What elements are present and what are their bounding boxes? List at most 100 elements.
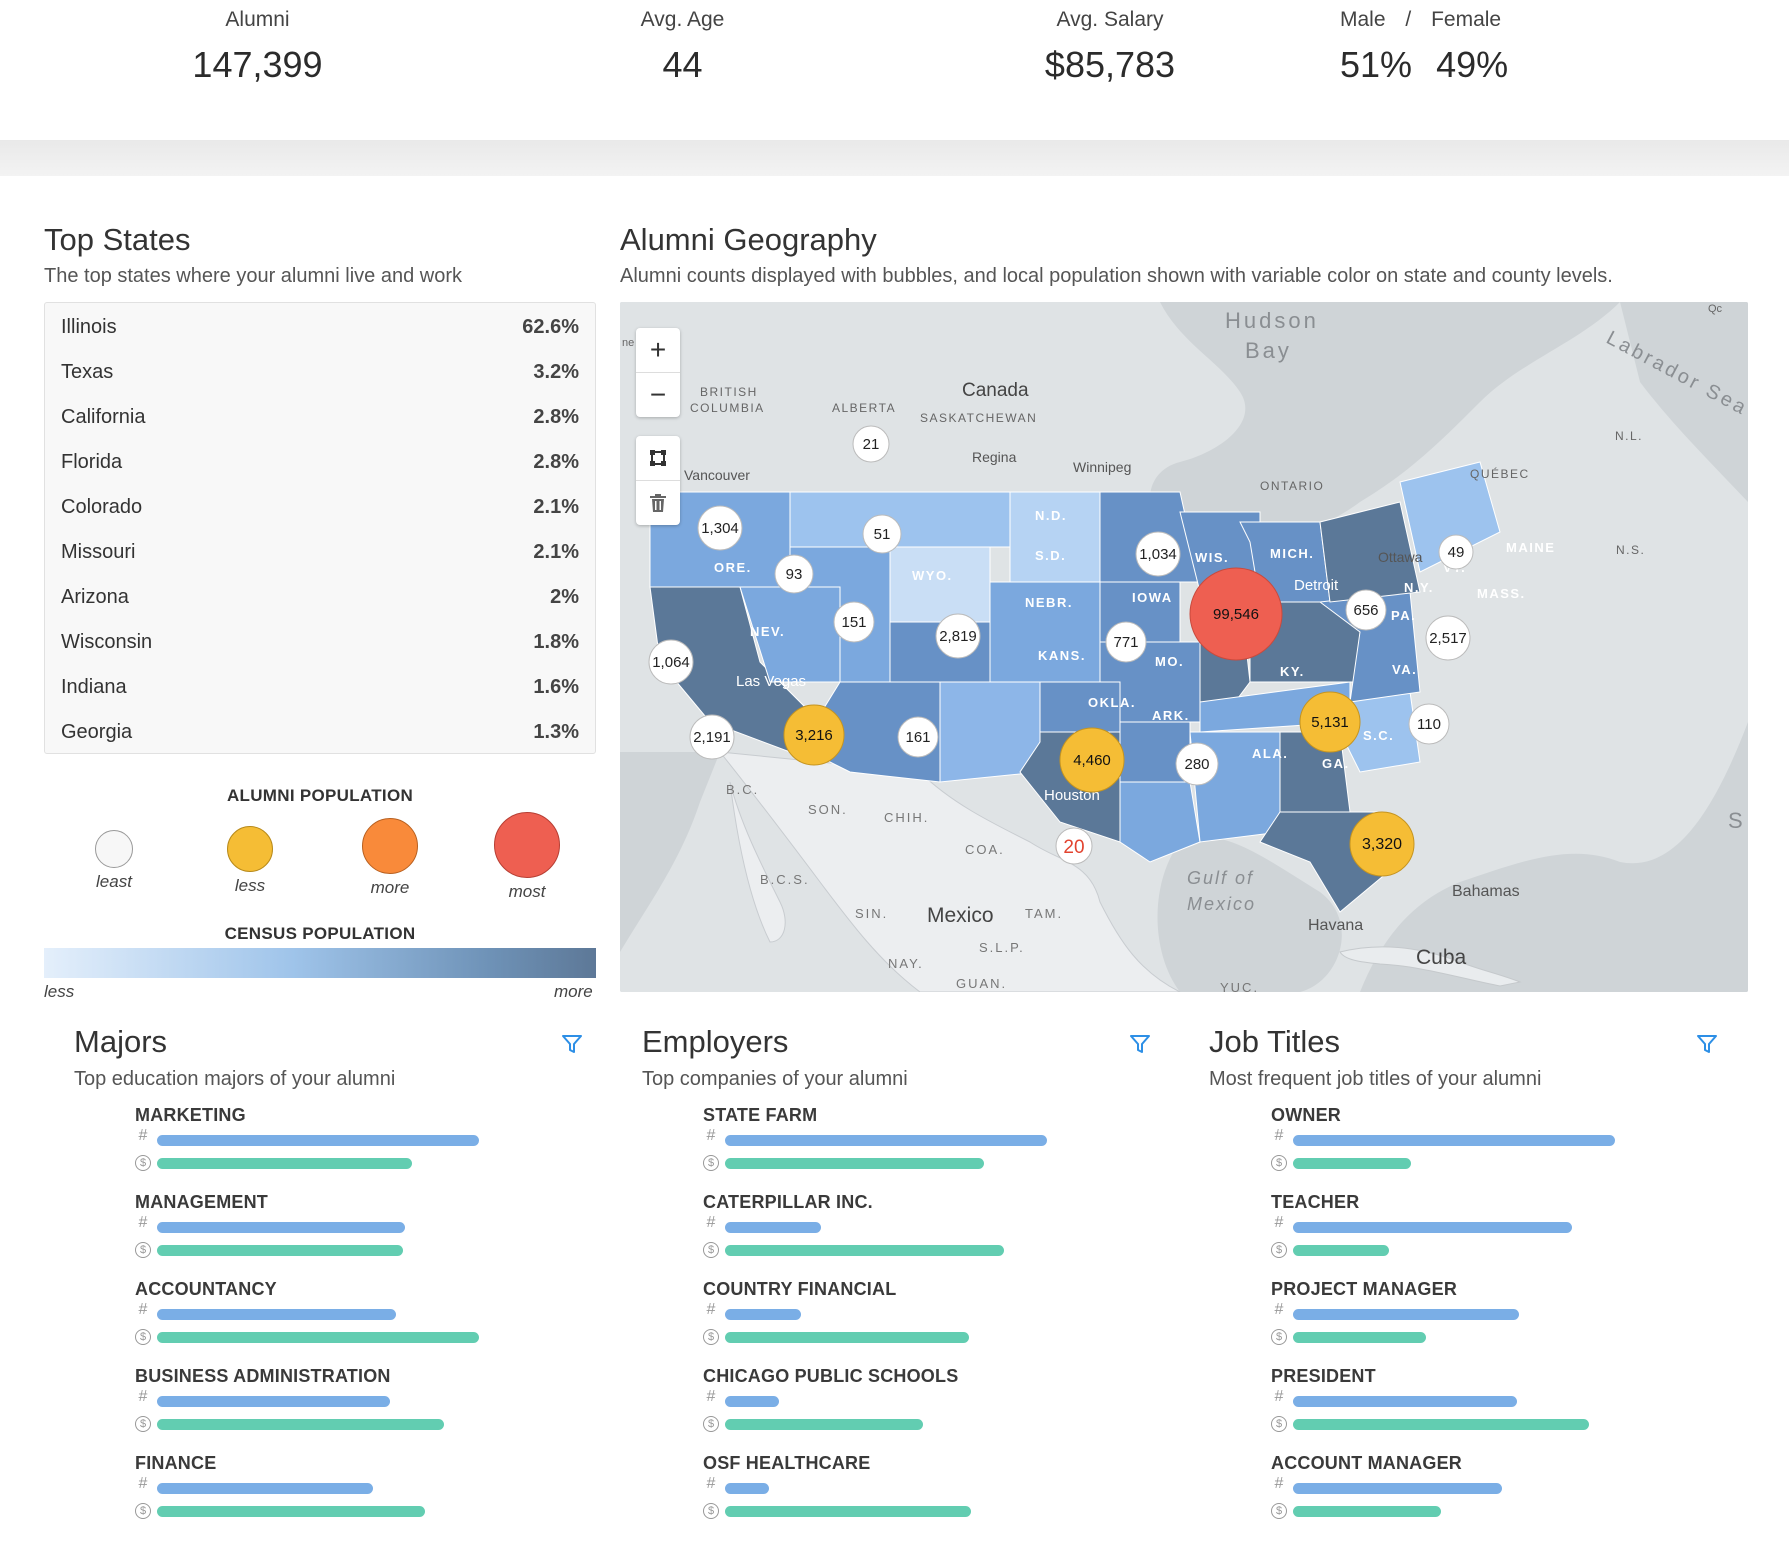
zoom-out-button[interactable]: − bbox=[636, 372, 680, 417]
state-row[interactable]: Arizona 2% bbox=[61, 575, 579, 620]
bar-item[interactable]: FINANCE # $ bbox=[135, 1453, 555, 1533]
stat-label: Avg. Salary bbox=[1056, 8, 1164, 31]
state-row[interactable]: Florida 2.8% bbox=[61, 440, 579, 485]
bubble[interactable]: 51 bbox=[862, 514, 902, 554]
legend-dot bbox=[362, 818, 418, 874]
bubble[interactable]: 2,819 bbox=[935, 613, 981, 659]
state-name: Indiana bbox=[61, 676, 127, 698]
stat-avg-age: Avg. Age 44 bbox=[610, 8, 755, 86]
bar-item[interactable]: CATERPILLAR INC. # $ bbox=[703, 1192, 1123, 1272]
draw-controls bbox=[636, 436, 680, 525]
state-row[interactable]: Illinois 62.6% bbox=[61, 305, 579, 350]
count-icon: # bbox=[1274, 1214, 1284, 1231]
map-label: N.S. bbox=[1616, 543, 1645, 557]
bar-item[interactable]: ACCOUNTANCY # $ bbox=[135, 1279, 555, 1359]
census-more-label: more bbox=[554, 982, 593, 1001]
draw-polygon-button[interactable] bbox=[636, 436, 680, 480]
salary-icon: $ bbox=[135, 1416, 151, 1432]
bar-item[interactable]: ACCOUNT MANAGER # $ bbox=[1271, 1453, 1691, 1533]
state-name: Colorado bbox=[61, 496, 143, 518]
zoom-in-button[interactable]: + bbox=[649, 334, 667, 365]
state-louisiana[interactable] bbox=[1119, 781, 1201, 863]
bar-item[interactable]: STATE FARM # $ bbox=[703, 1105, 1123, 1185]
bubble[interactable]: 2,517 bbox=[1425, 615, 1471, 661]
top-states-title: Top States bbox=[44, 222, 191, 257]
job-titles-filter-icon[interactable] bbox=[1695, 1032, 1719, 1056]
bubble[interactable]: 1,304 bbox=[697, 505, 743, 551]
state-row[interactable]: California 2.8% bbox=[61, 395, 579, 440]
bubble[interactable]: 93 bbox=[774, 554, 814, 594]
bubble[interactable]: 2,191 bbox=[689, 714, 735, 760]
map-label: Cuba bbox=[1416, 946, 1467, 969]
state-row[interactable]: Missouri 2.1% bbox=[61, 530, 579, 575]
state-name: Missouri bbox=[61, 541, 136, 563]
bubble[interactable]: 3,320 bbox=[1349, 811, 1415, 877]
state-name: Illinois bbox=[61, 316, 117, 338]
bar-item[interactable]: COUNTRY FINANCIAL # $ bbox=[703, 1279, 1123, 1359]
state-row[interactable]: Texas 3.2% bbox=[61, 350, 579, 395]
count-bar bbox=[725, 1309, 801, 1320]
state-dakotas[interactable] bbox=[1009, 491, 1111, 583]
bar-item[interactable]: TEACHER # $ bbox=[1271, 1192, 1691, 1272]
map-canvas[interactable]: Hudson Bay Labrador Sea Canada BRITISH C… bbox=[620, 302, 1748, 992]
bubble[interactable]: 1,064 bbox=[648, 639, 694, 685]
state-name: California bbox=[61, 406, 146, 428]
hudson-bay-water bbox=[1150, 302, 1620, 549]
bubble[interactable]: 110 bbox=[1408, 703, 1450, 745]
state-wyoming[interactable] bbox=[889, 546, 991, 623]
bar-item[interactable]: MANAGEMENT # $ bbox=[135, 1192, 555, 1272]
map-label: GUAN. bbox=[956, 976, 1007, 991]
count-icon: # bbox=[706, 1475, 716, 1492]
map-label: MO. bbox=[1155, 654, 1184, 669]
svg-text:1,064: 1,064 bbox=[652, 654, 690, 671]
bar-item[interactable]: MARKETING # $ bbox=[135, 1105, 555, 1185]
bubble[interactable]: 49 bbox=[1438, 534, 1474, 570]
salary-bar bbox=[157, 1419, 444, 1430]
legend-less: less bbox=[220, 826, 280, 896]
state-row[interactable]: Georgia 1.3% bbox=[61, 710, 579, 755]
employers-filter-icon[interactable] bbox=[1128, 1032, 1152, 1056]
svg-text:1,304: 1,304 bbox=[701, 520, 739, 537]
state-new-york[interactable] bbox=[1319, 501, 1421, 603]
bubble[interactable]: 3,216 bbox=[783, 704, 845, 766]
state-row[interactable]: Wisconsin 1.8% bbox=[61, 620, 579, 665]
bubble[interactable]: 4,460 bbox=[1059, 727, 1125, 793]
bubble[interactable]: 1,034 bbox=[1135, 531, 1181, 577]
bubble[interactable]: 656 bbox=[1345, 589, 1387, 631]
bubble[interactable]: 20 bbox=[1055, 827, 1093, 865]
count-bar bbox=[157, 1222, 405, 1233]
legend-label: least bbox=[96, 872, 132, 891]
map-label: MICH. bbox=[1270, 546, 1314, 561]
state-pct: 2% bbox=[550, 586, 579, 608]
state-pct: 62.6% bbox=[522, 316, 579, 338]
alumni-map[interactable]: Hudson Bay Labrador Sea Canada BRITISH C… bbox=[620, 302, 1748, 992]
bubble[interactable]: 161 bbox=[897, 716, 939, 758]
delete-shape-button[interactable] bbox=[636, 480, 680, 525]
salary-bar bbox=[725, 1506, 971, 1517]
bar-item[interactable]: CHICAGO PUBLIC SCHOOLS # $ bbox=[703, 1366, 1123, 1446]
salary-bar bbox=[725, 1245, 1004, 1256]
bar-item[interactable]: PRESIDENT # $ bbox=[1271, 1366, 1691, 1446]
svg-text:161: 161 bbox=[905, 729, 930, 746]
majors-title: Majors bbox=[74, 1024, 168, 1059]
bar-item[interactable]: BUSINESS ADMINISTRATION # $ bbox=[135, 1366, 555, 1446]
bubble[interactable]: 771 bbox=[1105, 621, 1147, 663]
employers-title: Employers bbox=[642, 1024, 789, 1059]
bar-item[interactable]: OSF HEALTHCARE # $ bbox=[703, 1453, 1123, 1533]
bar-item[interactable]: OWNER # $ bbox=[1271, 1105, 1691, 1185]
bubble[interactable]: 151 bbox=[833, 601, 875, 643]
state-row[interactable]: Colorado 2.1% bbox=[61, 485, 579, 530]
map-label: Mexico bbox=[927, 904, 994, 927]
bubble[interactable]: 99,546 bbox=[1189, 567, 1283, 661]
bubble[interactable]: 280 bbox=[1175, 742, 1219, 786]
majors-filter-icon[interactable] bbox=[560, 1032, 584, 1056]
map-label: COA. bbox=[965, 842, 1005, 857]
count-bar bbox=[725, 1222, 821, 1233]
bubble[interactable]: 5,131 bbox=[1299, 691, 1361, 753]
bar-item[interactable]: PROJECT MANAGER # $ bbox=[1271, 1279, 1691, 1359]
bubble[interactable]: 21 bbox=[852, 425, 890, 463]
state-row[interactable]: Indiana 1.6% bbox=[61, 665, 579, 710]
salary-bar bbox=[157, 1506, 425, 1517]
count-icon: # bbox=[138, 1127, 148, 1144]
state-new-england[interactable] bbox=[1399, 461, 1501, 573]
